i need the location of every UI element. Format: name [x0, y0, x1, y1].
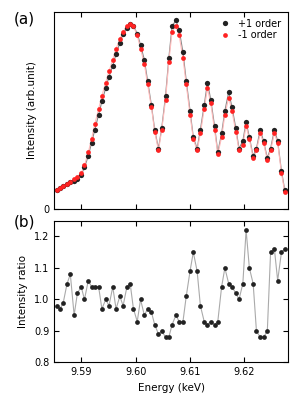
+1 order: [125, 26, 129, 30]
Line: -1 order: -1 order: [54, 22, 287, 194]
-1 order: [157, 148, 160, 153]
-1 order: [269, 148, 272, 153]
Legend: +1 order, -1 order: +1 order, -1 order: [215, 17, 283, 42]
Text: (a): (a): [14, 12, 35, 27]
Y-axis label: Intensity ratio: Intensity ratio: [18, 255, 28, 328]
+1 order: [237, 146, 241, 151]
+1 order: [72, 178, 76, 183]
-1 order: [111, 58, 115, 62]
X-axis label: Energy (keV): Energy (keV): [137, 383, 205, 393]
+1 order: [283, 188, 286, 192]
-1 order: [283, 190, 286, 194]
Line: +1 order: +1 order: [54, 18, 287, 193]
-1 order: [237, 148, 241, 153]
-1 order: [125, 24, 129, 28]
Y-axis label: Intensity (arb.unit): Intensity (arb.unit): [28, 61, 38, 159]
-1 order: [128, 22, 132, 26]
+1 order: [111, 63, 115, 68]
+1 order: [174, 18, 178, 23]
+1 order: [153, 127, 157, 132]
+1 order: [55, 188, 58, 192]
Text: (b): (b): [14, 215, 36, 230]
-1 order: [55, 188, 58, 192]
-1 order: [72, 176, 76, 181]
+1 order: [269, 146, 272, 151]
